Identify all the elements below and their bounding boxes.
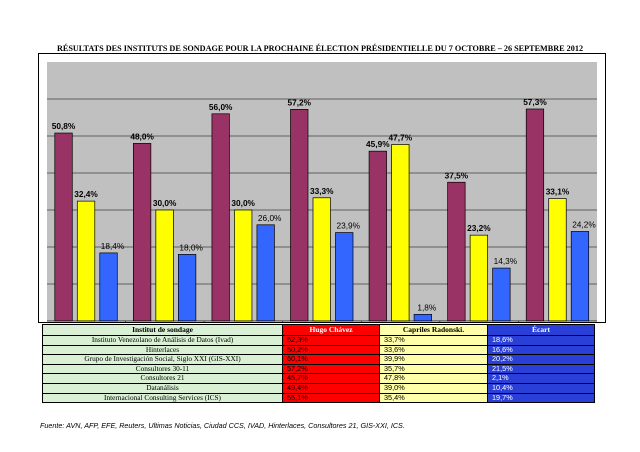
- table-cell-capriles: 39,0%: [379, 382, 488, 394]
- data-label-hugo-chavez: 48,0%: [130, 131, 154, 141]
- table-cell-institut: Grupo de Investigación Social, Siglo XXI…: [42, 354, 283, 365]
- data-label-capriles: 30,0%: [231, 198, 255, 208]
- bar-capriles: [234, 209, 253, 322]
- data-label-ecart: 26,0%: [258, 213, 282, 223]
- bar-ecart: [492, 267, 511, 322]
- table-cell-capriles: 35,7%: [379, 363, 488, 375]
- table-cell-hugo: 49,4%: [282, 382, 380, 394]
- data-label-capriles: 33,3%: [310, 186, 334, 196]
- bar-hugo-chavez: [211, 113, 230, 322]
- table-cell-hugo: 55,1%: [282, 392, 380, 404]
- table-cell-institut: Datanálisis: [42, 382, 283, 394]
- data-label-hugo-chavez: 45,9%: [366, 139, 390, 149]
- table-cell-institut: Consultores 30-11: [42, 363, 283, 375]
- table-cell-ecart: 10,4%: [487, 382, 595, 394]
- table-cell-institut: Internacional Consulting Services (ICS): [42, 392, 283, 404]
- data-label-capriles: 32,4%: [74, 189, 98, 199]
- bar-hugo-chavez: [54, 132, 73, 322]
- bar-capriles: [312, 197, 331, 322]
- source-note: Fuente: AVN, AFP, EFE, Reuters, Ultimas …: [40, 421, 405, 430]
- table-cell-capriles: 35,4%: [379, 392, 488, 404]
- table-cell-ecart: 18,6%: [487, 335, 595, 346]
- bar-capriles: [469, 234, 488, 322]
- table-header-row: Institut de sondage Hugo Chávez Capriles…: [42, 324, 595, 336]
- table-row: Datanálisis 49,4% 39,0% 10,4%: [42, 382, 595, 394]
- data-label-hugo-chavez: 50,8%: [52, 121, 76, 131]
- table-cell-ecart: 19,7%: [487, 392, 595, 404]
- data-label-hugo-chavez: 37,5%: [445, 170, 469, 180]
- bar-hugo-chavez: [525, 108, 545, 322]
- bar-ecart: [413, 313, 432, 322]
- table-cell-ecart: 2,1%: [487, 373, 595, 384]
- table-row: Instituto Venezolano de Análisis de Dato…: [42, 335, 595, 346]
- bar-hugo-chavez: [447, 181, 466, 322]
- table-row: Consultores 30-11 57,2% 35,7% 21,5%: [42, 363, 595, 375]
- bar-hugo-chavez: [133, 143, 152, 322]
- bar-hugo-chavez: [290, 109, 309, 322]
- table-cell-hugo: 45,7%: [282, 373, 380, 384]
- bar-capriles: [155, 209, 174, 322]
- bar-ecart: [99, 252, 118, 322]
- poll-table: Institut de sondage Hugo Chávez Capriles…: [42, 324, 595, 404]
- chart-title: RÉSULTATS DES INSTITUTS DE SONDAGE POUR …: [56, 44, 584, 53]
- table-cell-capriles: 39,9%: [379, 354, 488, 365]
- table-row: Internacional Consulting Services (ICS) 5…: [42, 392, 595, 404]
- table-row: Consultores 21 45,7% 47,8% 2,1%: [42, 373, 595, 384]
- data-label-hugo-chavez: 57,3%: [523, 97, 547, 107]
- table-cell-hugo: 57,2%: [282, 363, 380, 375]
- bar-chart: 50,8% 32,4% 18,4% 48,0% 30,0% 18,0% 56,0% 30,0%…: [47, 62, 597, 322]
- bar-ecart: [178, 254, 197, 322]
- table-cell-capriles: 33,6%: [379, 344, 488, 356]
- header-ecart: Écart: [487, 324, 595, 336]
- table-cell-institut: Instituto Venezolano de Análisis de Dato…: [42, 335, 283, 346]
- table-cell-ecart: 16,6%: [487, 344, 595, 356]
- bar-capriles: [76, 200, 96, 322]
- table-cell-capriles: 33,7%: [379, 335, 488, 346]
- data-label-hugo-chavez: 56,0%: [209, 102, 233, 112]
- header-hugo-chavez: Hugo Chávez: [282, 324, 380, 336]
- data-label-hugo-chavez: 57,2%: [287, 97, 311, 107]
- table-cell-hugo: 60,1%: [282, 354, 380, 365]
- bar-capriles: [548, 198, 567, 322]
- bar-capriles: [391, 144, 410, 322]
- bar-hugo-chavez: [368, 150, 387, 322]
- table-row: Hinterlaces 50,2% 33,6% 16,6%: [42, 344, 595, 356]
- data-label-ecart: 23,9%: [336, 221, 360, 231]
- table-cell-institut: Consultores 21: [42, 373, 283, 384]
- data-label-capriles: 23,2%: [467, 223, 491, 233]
- bar-ecart: [570, 231, 590, 322]
- header-capriles: Capriles Radonski.: [379, 324, 488, 336]
- table-cell-ecart: 20,2%: [487, 354, 595, 365]
- data-label-ecart: 24,2%: [572, 219, 596, 229]
- data-label-ecart: 18,0%: [179, 242, 203, 252]
- data-label-capriles: 33,1%: [546, 187, 570, 197]
- chart-frame: 50,8% 32,4% 18,4% 48,0% 30,0% 18,0% 56,0% 30,0%…: [38, 53, 606, 360]
- data-label-ecart: 18,4%: [101, 241, 125, 251]
- table-cell-hugo: 50,2%: [282, 344, 380, 356]
- table-cell-ecart: 21,5%: [487, 363, 595, 375]
- data-label-ecart: 1,8%: [417, 302, 437, 312]
- table-cell-hugo: 52,3%: [282, 335, 380, 346]
- bar-ecart: [335, 232, 354, 322]
- data-label-capriles: 47,7%: [389, 133, 413, 143]
- table-cell-institut: Hinterlaces: [42, 344, 283, 356]
- header-institut: Institut de sondage: [42, 324, 283, 336]
- data-label-capriles: 30,0%: [153, 198, 177, 208]
- table-row: Grupo de Investigación Social, Siglo XXI…: [42, 354, 595, 365]
- data-label-ecart: 14,3%: [494, 256, 518, 266]
- bar-ecart: [256, 224, 275, 322]
- table-cell-capriles: 47,8%: [379, 373, 488, 384]
